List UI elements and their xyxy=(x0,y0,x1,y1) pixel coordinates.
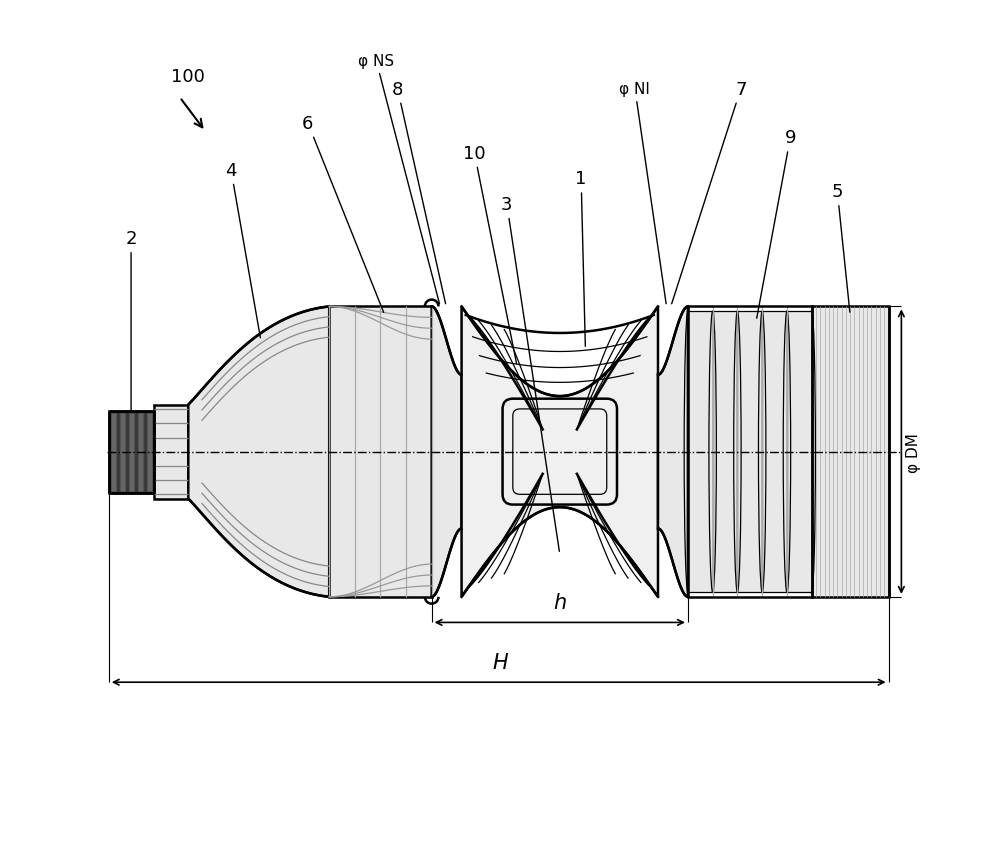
Text: h: h xyxy=(553,593,566,612)
Polygon shape xyxy=(462,307,658,597)
Polygon shape xyxy=(737,311,762,593)
Polygon shape xyxy=(147,413,152,491)
Text: 8: 8 xyxy=(392,80,446,305)
Polygon shape xyxy=(787,311,812,593)
Polygon shape xyxy=(109,411,154,493)
Text: H: H xyxy=(492,653,508,672)
Text: 10: 10 xyxy=(463,144,517,364)
Text: 4: 4 xyxy=(225,161,260,339)
Polygon shape xyxy=(812,307,889,597)
Polygon shape xyxy=(188,307,329,597)
Text: φ NI: φ NI xyxy=(619,82,666,305)
Text: 2: 2 xyxy=(125,229,137,420)
Text: 9: 9 xyxy=(757,129,796,319)
Polygon shape xyxy=(713,311,737,593)
Polygon shape xyxy=(329,307,432,597)
Polygon shape xyxy=(762,311,787,593)
Text: 1: 1 xyxy=(575,170,587,347)
Text: 3: 3 xyxy=(501,195,559,552)
Polygon shape xyxy=(432,307,462,597)
Polygon shape xyxy=(658,307,688,597)
Text: 7: 7 xyxy=(672,80,747,305)
Polygon shape xyxy=(120,413,125,491)
Text: 100: 100 xyxy=(171,67,205,86)
Polygon shape xyxy=(129,413,134,491)
Text: φ DM: φ DM xyxy=(906,432,921,472)
Text: φ NS: φ NS xyxy=(358,54,440,305)
Text: 5: 5 xyxy=(832,183,850,313)
Polygon shape xyxy=(138,413,143,491)
Polygon shape xyxy=(154,405,188,499)
Polygon shape xyxy=(111,413,116,491)
Polygon shape xyxy=(688,311,713,593)
Text: 6: 6 xyxy=(302,114,384,313)
